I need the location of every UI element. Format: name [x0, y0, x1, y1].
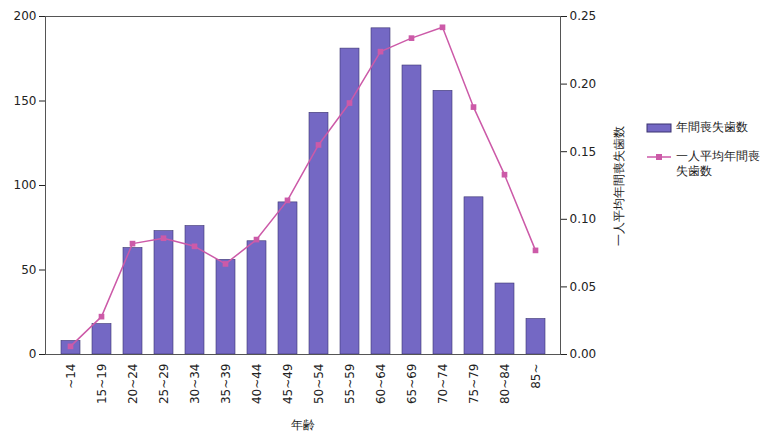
svg-text:55~59: 55~59	[343, 364, 357, 405]
svg-text:100: 100	[14, 178, 37, 192]
svg-text:40~44: 40~44	[250, 364, 264, 405]
svg-text:200: 200	[14, 9, 37, 23]
svg-text:75~79: 75~79	[467, 364, 481, 405]
html-text:一人平均年間喪失歯数: 一人平均年間喪失歯数	[676, 149, 760, 178]
svg-text:25~29: 25~29	[157, 364, 171, 405]
svg-text:0.15: 0.15	[570, 145, 597, 159]
svg-text:30~34: 30~34	[188, 364, 202, 405]
svg-text:0.10: 0.10	[570, 212, 597, 226]
svg-text:0.20: 0.20	[570, 77, 597, 91]
svg-text:0.25: 0.25	[570, 9, 597, 23]
svg-text:50: 50	[21, 263, 36, 277]
html-text:年間喪失歯数: 年間喪失歯数	[676, 120, 748, 134]
svg-text:15~19: 15~19	[95, 364, 109, 405]
svg-text:45~49: 45~49	[281, 364, 295, 405]
svg-text:60~64: 60~64	[374, 364, 388, 405]
svg-text:20~24: 20~24	[126, 364, 140, 405]
svg-text:65~69: 65~69	[405, 364, 419, 405]
svg-text:70~74: 70~74	[436, 364, 450, 405]
svg-text:年齢: 年齢	[291, 418, 315, 432]
svg-text:~14: ~14	[64, 364, 78, 389]
svg-text:80~84: 80~84	[498, 364, 512, 405]
svg-text:0.00: 0.00	[570, 347, 597, 361]
svg-text:50~54: 50~54	[312, 364, 326, 405]
svg-text:35~39: 35~39	[219, 364, 233, 405]
svg-text:0: 0	[29, 347, 37, 361]
svg-text:85~: 85~	[529, 364, 543, 389]
svg-text:一人平均年間喪失歯数: 一人平均年間喪失歯数	[612, 126, 626, 246]
svg-text:150: 150	[14, 94, 37, 108]
svg-text:0.05: 0.05	[570, 280, 597, 294]
